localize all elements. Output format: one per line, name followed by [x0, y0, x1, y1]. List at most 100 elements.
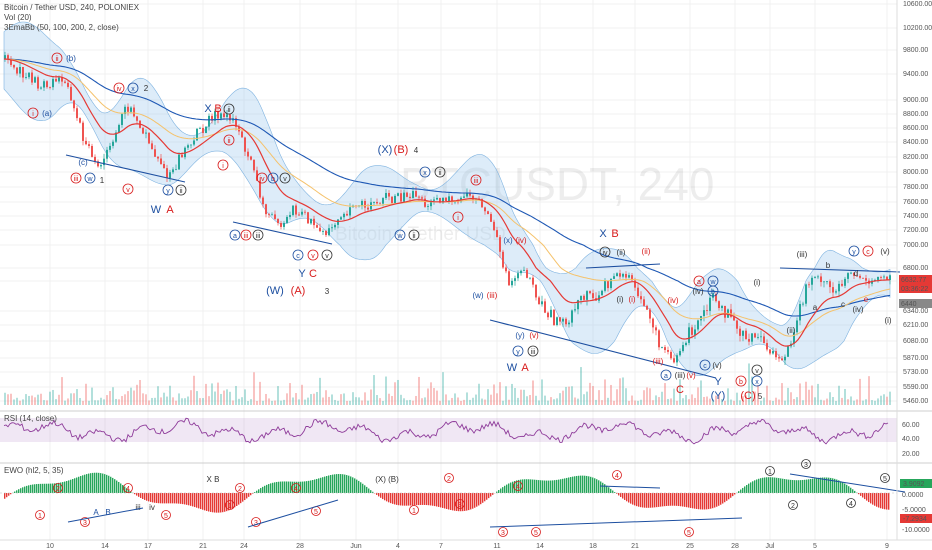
wave-circle — [862, 245, 874, 257]
volume-bar — [574, 397, 576, 405]
ewo-bar — [58, 482, 60, 493]
ewo-bar — [880, 493, 882, 509]
candle-body — [814, 276, 816, 278]
volume-bar — [637, 400, 639, 405]
ewo-bar — [40, 483, 42, 493]
candle-body — [448, 196, 450, 201]
candle-body — [388, 192, 390, 197]
candle-body — [538, 297, 540, 305]
volume-bar — [781, 383, 783, 405]
candle-body — [40, 87, 42, 89]
ewo-bar — [78, 476, 80, 493]
wave-label: i — [457, 215, 459, 222]
candle-body — [418, 196, 420, 198]
volume-bar — [856, 399, 858, 405]
ewo-bar — [352, 477, 354, 493]
volume-bar — [448, 400, 450, 405]
volume-bar — [109, 390, 111, 405]
volume-bar — [547, 400, 549, 405]
candle-body — [124, 106, 126, 115]
ewo-bar — [102, 473, 104, 493]
ewo-bar — [758, 478, 760, 493]
rsi-tick: 20.00 — [902, 451, 920, 458]
ewo-bar — [502, 487, 504, 493]
wave-label: 4 — [414, 146, 419, 155]
ewo-bar — [526, 479, 528, 493]
candle-body — [43, 81, 45, 88]
ewo-value: -7.2934 — [903, 516, 927, 523]
ewo-mark: 3 — [83, 520, 87, 527]
candle-body — [793, 332, 795, 344]
ewo-bar — [414, 493, 416, 506]
wave-label: A — [521, 362, 529, 374]
ewo-mark: 1 — [38, 513, 42, 520]
candle-body — [265, 204, 267, 215]
ewo-bar — [654, 493, 656, 508]
candle-body — [859, 275, 861, 278]
price-tick: 6800.00 — [903, 265, 928, 272]
volume-bar — [379, 398, 381, 405]
volume-bar — [766, 385, 768, 405]
ewo-bar — [712, 493, 714, 509]
volume-bar — [157, 386, 159, 405]
candle-body — [847, 273, 849, 279]
candle-body — [760, 336, 762, 338]
ewo-bar — [160, 493, 162, 504]
candle-body — [283, 222, 285, 227]
ewo-bar — [466, 493, 468, 511]
wave-circle — [848, 245, 860, 257]
candle-body — [745, 330, 747, 340]
ewo-bar — [846, 484, 848, 493]
ewo-bar — [730, 493, 732, 498]
ewo-bar — [420, 493, 422, 505]
candle-body — [163, 163, 165, 169]
ewo-bar — [580, 475, 582, 493]
ewo-bar — [398, 493, 400, 506]
ewo-bar — [372, 491, 374, 493]
candle-body — [553, 309, 555, 326]
ewo-bar — [516, 480, 518, 493]
volume-bar — [748, 363, 750, 405]
volume-bar — [838, 385, 840, 405]
candle-body — [169, 172, 171, 179]
volume-bar — [772, 400, 774, 405]
wave-label: e — [864, 295, 869, 304]
ewo-bar — [844, 483, 846, 493]
volume-bar — [490, 394, 492, 405]
volume-bar — [682, 398, 684, 405]
ewo-mark: 1 — [412, 508, 416, 515]
volume-bar — [181, 398, 183, 405]
ewo-bar — [632, 493, 634, 505]
candle-body — [178, 154, 180, 170]
volume-bar — [442, 372, 444, 405]
volume-bar — [397, 379, 399, 405]
ewo-bar — [606, 485, 608, 493]
candle-body — [64, 81, 66, 83]
ewo-bar — [644, 493, 646, 508]
price-tick: 8000.00 — [903, 169, 928, 176]
ewo-bar — [342, 474, 344, 493]
wave-label: d — [854, 269, 858, 278]
ewo-bar — [746, 484, 748, 493]
ewo-bar — [48, 483, 50, 493]
ewo-bar — [444, 493, 446, 509]
ewo-bar — [224, 493, 226, 512]
ewo-bar — [520, 479, 522, 493]
volume-bar — [694, 397, 696, 405]
ewo-bar — [138, 493, 140, 497]
ewo-title: EWO (hl2, 5, 35) — [4, 466, 64, 475]
wave-label: 2 — [144, 84, 149, 93]
candle-body — [271, 214, 273, 216]
wave-label: (iii) — [797, 250, 808, 259]
price-label: 03:36:22 — [901, 286, 928, 293]
ewo-bar — [636, 493, 638, 507]
volume-bar — [640, 399, 642, 405]
wave-label: (ii) — [617, 248, 626, 257]
candle-body — [235, 118, 237, 127]
ewo-bar — [658, 493, 660, 507]
volume-bar — [100, 397, 102, 405]
ewo-bar — [668, 493, 670, 506]
ewo-bar — [412, 493, 414, 506]
candle-body — [652, 318, 654, 328]
candle-body — [160, 158, 162, 164]
